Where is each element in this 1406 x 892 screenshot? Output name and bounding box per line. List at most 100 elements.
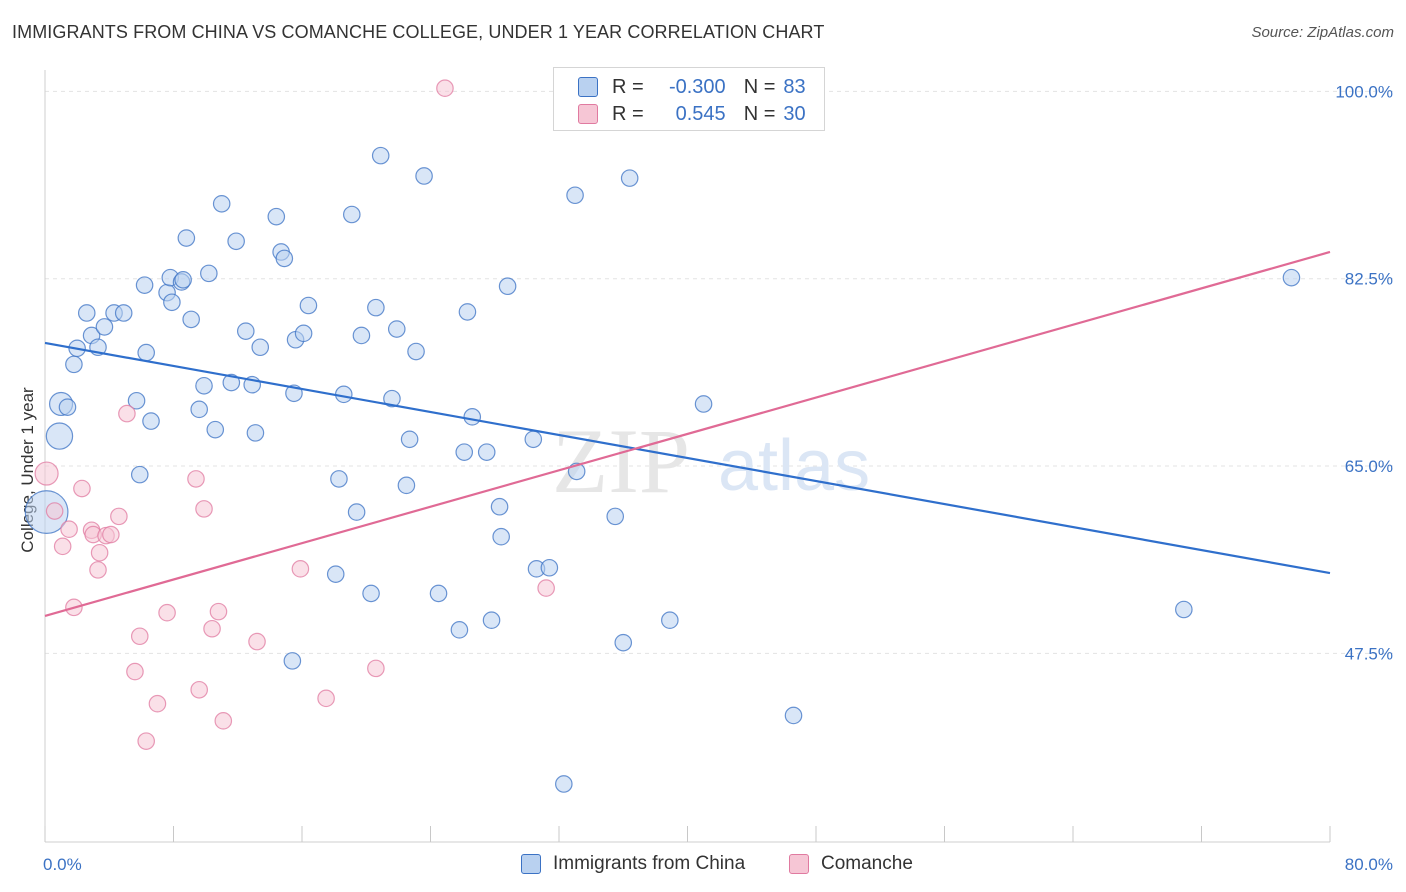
data-point-blue (455, 443, 474, 461)
data-point-blue (477, 443, 496, 461)
legend-n-value: 83 (783, 75, 806, 98)
stats-legend-row-china: R = -0.300 N = 83 (578, 75, 806, 99)
data-point-blue (135, 276, 154, 294)
legend-swatch-pink (578, 104, 598, 124)
y-tick-label: 47.5% (1345, 644, 1393, 663)
data-point-blue (566, 186, 584, 205)
data-points (24, 79, 1301, 793)
data-point-blue (450, 621, 469, 639)
data-point-blue (347, 503, 366, 521)
watermark-atlas: atlas (718, 426, 870, 506)
data-point-blue (65, 355, 83, 374)
data-point-pink (291, 560, 310, 578)
data-point-pink (209, 602, 228, 621)
data-point-blue (352, 326, 371, 345)
data-point-blue (1282, 268, 1301, 287)
data-point-blue (130, 465, 149, 484)
data-point-blue (326, 565, 345, 583)
data-point-blue (614, 633, 633, 652)
legend-r-value: 0.545 (675, 102, 726, 125)
data-point-pink (190, 680, 208, 699)
data-point-pink (89, 561, 107, 579)
data-point-blue (498, 277, 517, 296)
data-point-blue (195, 376, 213, 395)
data-point-blue (283, 652, 302, 670)
data-point-blue (400, 430, 419, 449)
data-point-blue (415, 167, 433, 185)
data-point-blue (330, 470, 348, 488)
axes (44, 70, 1331, 843)
data-point-blue (661, 611, 679, 629)
data-point-pink (130, 627, 149, 646)
stats-legend: R = -0.300 N = 83 R = 0.545 N = 30 (553, 67, 825, 131)
y-tick-label: 100.0% (1335, 82, 1393, 101)
data-point-blue (299, 296, 318, 315)
data-point-blue (458, 303, 477, 321)
data-point-pink (90, 543, 109, 562)
legend-n-value: 30 (783, 102, 806, 125)
legend-n-label: N = (743, 75, 776, 98)
data-point-blue (387, 320, 406, 338)
data-point-blue (190, 400, 208, 419)
legend-r-label: R = (612, 75, 644, 98)
data-point-blue (95, 318, 114, 336)
data-point-blue (251, 338, 270, 357)
trend-line-blue (44, 341, 1331, 575)
data-point-pink (60, 520, 78, 539)
data-point-pink (158, 603, 176, 622)
legend-swatch-blue (521, 854, 541, 874)
data-point-pink (102, 525, 120, 544)
data-point-blue (540, 558, 559, 577)
data-point-pink (126, 662, 144, 681)
data-point-blue (177, 229, 196, 247)
watermark-zip: ZIP (552, 410, 690, 512)
data-point-blue (784, 706, 803, 725)
legend-n-label: N = (743, 102, 776, 125)
data-point-blue (429, 584, 448, 603)
data-point-blue (383, 389, 401, 408)
series-legend-comanche: Comanche (789, 852, 913, 876)
data-point-blue (463, 408, 482, 426)
series-legend-label: Comanche (821, 853, 913, 874)
chart-source: Source: ZipAtlas.com (1251, 24, 1394, 41)
data-point-blue (127, 391, 146, 410)
data-point-blue (490, 497, 509, 516)
data-point-blue (163, 293, 181, 312)
y-tick-label: 65.0% (1345, 457, 1393, 476)
data-point-blue (294, 324, 313, 343)
data-point-blue (142, 412, 160, 430)
data-point-blue (397, 476, 416, 495)
data-point-pink (45, 502, 64, 520)
data-point-blue (555, 775, 573, 793)
data-point-pink (118, 404, 136, 423)
data-point-blue (58, 398, 77, 416)
x-tick-label-end: 80.0% (1345, 855, 1393, 874)
data-point-blue (236, 322, 255, 340)
data-point-blue (174, 271, 192, 289)
tick-labels: 47.5% 65.0% 82.5% 100.0% 0.0% 80.0% (43, 82, 1393, 874)
x-tick-label-start: 0.0% (43, 855, 82, 874)
data-point-blue (620, 169, 639, 187)
data-point-blue (246, 424, 265, 442)
data-point-pink (34, 461, 59, 486)
data-point-blue (275, 249, 294, 268)
data-point-pink (436, 79, 454, 97)
series-legend-label: Immigrants from China (553, 853, 746, 874)
series-legend-china: Immigrants from China (521, 852, 745, 876)
legend-swatch-pink (789, 854, 809, 874)
data-point-blue (407, 342, 425, 361)
data-point-pink (53, 537, 72, 556)
trend-lines (44, 250, 1331, 617)
data-point-blue (206, 420, 225, 439)
data-point-blue (482, 611, 501, 629)
data-point-pink (367, 659, 385, 678)
data-point-blue (606, 507, 625, 526)
data-point-blue (362, 584, 380, 603)
data-point-pink (110, 507, 128, 526)
data-point-blue (367, 298, 385, 317)
data-point-pink (195, 500, 213, 518)
data-point-blue (45, 422, 74, 450)
data-point-blue (371, 146, 390, 165)
chart-title: IMMIGRANTS FROM CHINA VS COMANCHE COLLEG… (12, 22, 825, 42)
